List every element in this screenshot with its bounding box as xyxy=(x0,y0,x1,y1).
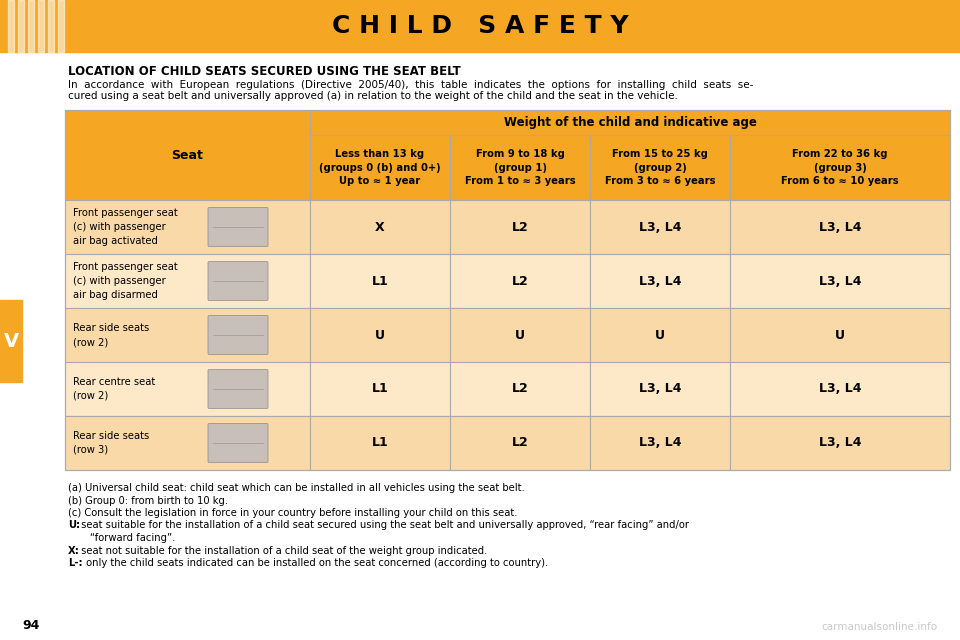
Bar xyxy=(450,135,590,200)
Text: Seat: Seat xyxy=(172,148,204,161)
Bar xyxy=(730,308,950,362)
Bar xyxy=(18,0,24,52)
Text: L3, L4: L3, L4 xyxy=(819,383,861,396)
FancyBboxPatch shape xyxy=(208,262,268,300)
Bar xyxy=(0,300,22,382)
Bar xyxy=(590,135,730,200)
Text: only the child seats indicated can be installed on the seat concerned (according: only the child seats indicated can be in… xyxy=(83,558,548,568)
Text: L1: L1 xyxy=(372,436,389,449)
Bar xyxy=(590,200,730,254)
Text: Front passenger seat
(c) with passenger
air bag activated: Front passenger seat (c) with passenger … xyxy=(73,208,178,246)
Text: Rear side seats
(row 2): Rear side seats (row 2) xyxy=(73,323,149,347)
Text: seat not suitable for the installation of a child seat of the weight group indic: seat not suitable for the installation o… xyxy=(78,545,487,556)
Bar xyxy=(65,110,310,200)
Bar xyxy=(65,416,310,470)
Text: L1: L1 xyxy=(372,383,389,396)
Bar xyxy=(65,110,950,470)
Text: carmanualsonline.info: carmanualsonline.info xyxy=(822,622,938,632)
Text: LOCATION OF CHILD SEATS SECURED USING THE SEAT BELT: LOCATION OF CHILD SEATS SECURED USING TH… xyxy=(68,65,461,78)
Bar xyxy=(65,200,310,254)
Bar xyxy=(65,308,310,362)
Text: Less than 13 kg
(groups 0 (b) and 0+)
Up to ≈ 1 year: Less than 13 kg (groups 0 (b) and 0+) Up… xyxy=(319,149,441,186)
Text: In  accordance  with  European  regulations  (Directive  2005/40),  this  table : In accordance with European regulations … xyxy=(68,80,754,90)
Bar xyxy=(590,308,730,362)
Text: From 15 to 25 kg
(group 2)
From 3 to ≈ 6 years: From 15 to 25 kg (group 2) From 3 to ≈ 6… xyxy=(605,149,715,186)
FancyBboxPatch shape xyxy=(208,207,268,246)
Bar xyxy=(8,0,14,52)
Text: L2: L2 xyxy=(512,221,528,234)
Text: L2: L2 xyxy=(512,383,528,396)
FancyBboxPatch shape xyxy=(208,316,268,355)
Text: X: X xyxy=(375,221,385,234)
Bar xyxy=(730,416,950,470)
Text: seat suitable for the installation of a child seat secured using the seat belt a: seat suitable for the installation of a … xyxy=(78,520,688,531)
FancyBboxPatch shape xyxy=(208,424,268,462)
Text: L2: L2 xyxy=(512,436,528,449)
Bar xyxy=(0,0,960,52)
Bar xyxy=(450,362,590,416)
Bar xyxy=(450,200,590,254)
Bar xyxy=(28,0,34,52)
Text: Rear side seats
(row 3): Rear side seats (row 3) xyxy=(73,431,149,455)
Text: Front passenger seat
(c) with passenger
air bag disarmed: Front passenger seat (c) with passenger … xyxy=(73,262,178,300)
Text: L3, L4: L3, L4 xyxy=(819,275,861,287)
Bar xyxy=(730,200,950,254)
Bar xyxy=(730,362,950,416)
Text: L3, L4: L3, L4 xyxy=(638,221,682,234)
Bar xyxy=(65,254,310,308)
Bar xyxy=(450,416,590,470)
Text: Weight of the child and indicative age: Weight of the child and indicative age xyxy=(504,116,756,129)
Text: X:: X: xyxy=(68,545,80,556)
Text: (c) Consult the legislation in force in your country before installing your chil: (c) Consult the legislation in force in … xyxy=(68,508,517,518)
Bar xyxy=(58,0,64,52)
Bar xyxy=(730,135,950,200)
Text: U: U xyxy=(835,328,845,342)
Bar xyxy=(310,135,450,200)
Text: U: U xyxy=(375,328,385,342)
Text: L3, L4: L3, L4 xyxy=(638,436,682,449)
Bar xyxy=(38,0,44,52)
Bar xyxy=(450,254,590,308)
Bar xyxy=(730,254,950,308)
Bar xyxy=(310,308,450,362)
Bar xyxy=(310,416,450,470)
Bar xyxy=(48,0,54,52)
Text: L-:: L-: xyxy=(68,558,83,568)
Text: cured using a seat belt and universally approved (a) in relation to the weight o: cured using a seat belt and universally … xyxy=(68,91,678,101)
Text: U: U xyxy=(515,328,525,342)
Text: U:: U: xyxy=(68,520,80,531)
Text: C H I L D   S A F E T Y: C H I L D S A F E T Y xyxy=(332,14,628,38)
Bar xyxy=(590,254,730,308)
FancyBboxPatch shape xyxy=(208,370,268,408)
Bar xyxy=(590,416,730,470)
Text: L3, L4: L3, L4 xyxy=(638,275,682,287)
Text: V: V xyxy=(4,332,18,351)
Bar xyxy=(310,362,450,416)
Bar xyxy=(450,308,590,362)
Text: L1: L1 xyxy=(372,275,389,287)
Text: 94: 94 xyxy=(22,619,39,632)
Text: L3, L4: L3, L4 xyxy=(819,436,861,449)
Bar xyxy=(310,200,450,254)
Text: L3, L4: L3, L4 xyxy=(638,383,682,396)
Text: “forward facing”.: “forward facing”. xyxy=(68,533,176,543)
Text: L3, L4: L3, L4 xyxy=(819,221,861,234)
Bar xyxy=(590,362,730,416)
Text: U: U xyxy=(655,328,665,342)
Text: Rear centre seat
(row 2): Rear centre seat (row 2) xyxy=(73,377,156,401)
Text: L2: L2 xyxy=(512,275,528,287)
Bar xyxy=(65,362,310,416)
Bar xyxy=(310,254,450,308)
Text: From 9 to 18 kg
(group 1)
From 1 to ≈ 3 years: From 9 to 18 kg (group 1) From 1 to ≈ 3 … xyxy=(465,149,575,186)
Bar xyxy=(310,110,950,135)
Text: (a) Universal child seat: child seat which can be installed in all vehicles usin: (a) Universal child seat: child seat whi… xyxy=(68,483,525,493)
Text: From 22 to 36 kg
(group 3)
From 6 to ≈ 10 years: From 22 to 36 kg (group 3) From 6 to ≈ 1… xyxy=(781,149,899,186)
Text: (b) Group 0: from birth to 10 kg.: (b) Group 0: from birth to 10 kg. xyxy=(68,495,228,506)
